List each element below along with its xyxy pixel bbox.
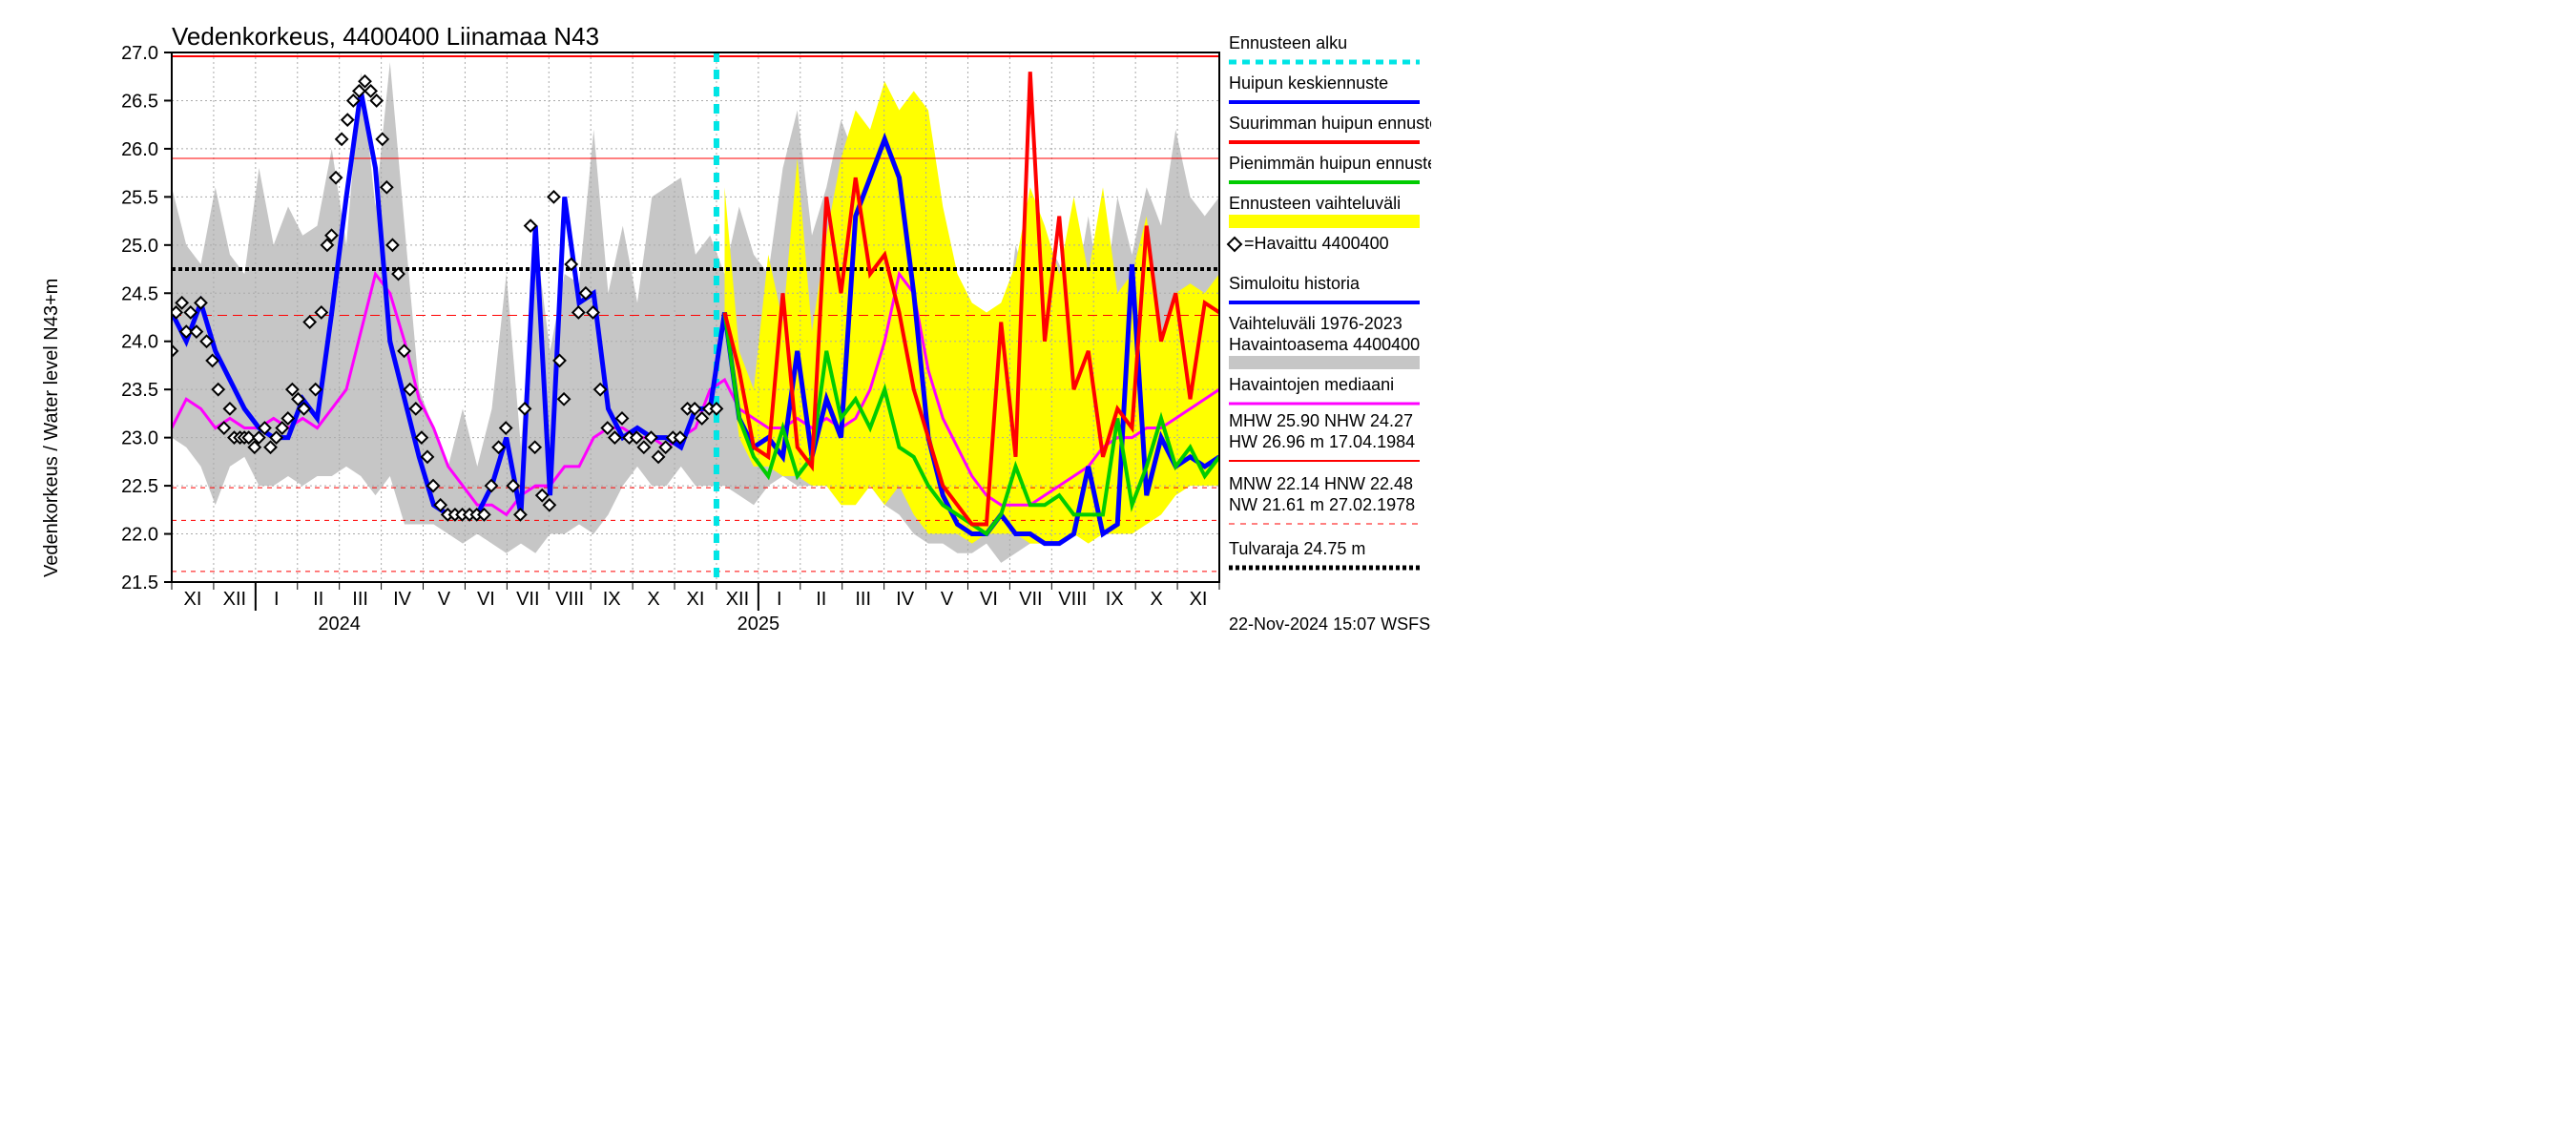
legend-label: Suurimman huipun ennuste <box>1229 114 1431 133</box>
legend-label: Pienimmän huipun ennuste <box>1229 154 1431 173</box>
legend-stats: MHW 25.90 NHW 24.27 <box>1229 411 1413 430</box>
x-month-label: VIII <box>555 589 584 610</box>
x-month-label: III <box>855 589 871 610</box>
y-tick-label: 24.0 <box>121 332 158 353</box>
y-tick-label: 22.0 <box>121 525 158 546</box>
y-tick-label: 23.5 <box>121 380 158 401</box>
legend-label: Vaihteluväli 1976-2023 <box>1229 314 1402 333</box>
legend-flood: Tulvaraja 24.75 m <box>1229 539 1365 558</box>
legend-stats: MNW 22.14 HNW 22.48 <box>1229 474 1413 493</box>
legend-label: Havaintoasema 4400400 <box>1229 335 1420 354</box>
y-tick-label: 27.0 <box>121 43 158 64</box>
x-month-label: IX <box>1106 589 1124 610</box>
hydrograph-chart: 21.5 22.0 22.5 23.0 23.5 24.0 24.5 25.0 25.5 26.0… <box>0 0 1431 668</box>
legend-label: Ennusteen vaihteluväli <box>1229 194 1401 213</box>
x-month-label: X <box>1150 589 1162 610</box>
x-month-label: VIII <box>1058 589 1087 610</box>
legend-label: Havaintojen mediaani <box>1229 375 1394 394</box>
x-month-label: II <box>313 589 323 610</box>
x-month-label: III <box>352 589 368 610</box>
footer-timestamp: 22-Nov-2024 15:07 WSFS-O <box>1229 614 1431 634</box>
legend: Ennusteen alku Huipun keskiennuste Suurimm… <box>1228 33 1431 568</box>
y-tick-label: 25.0 <box>121 236 158 257</box>
y-axis-label: Vedenkorkeus / Water level N43+m <box>41 279 62 577</box>
y-tick-label: 24.5 <box>121 283 158 304</box>
y-tick-label: 23.0 <box>121 428 158 449</box>
x-month-label: VII <box>516 589 539 610</box>
legend-stats: NW 21.61 m 27.02.1978 <box>1229 495 1415 514</box>
legend-stats: HW 26.96 m 17.04.1984 <box>1229 432 1415 451</box>
x-month-label: IX <box>603 589 621 610</box>
y-tick-label: 25.5 <box>121 187 158 208</box>
chart-container: 21.5 22.0 22.5 23.0 23.5 24.0 24.5 25.0 25.5 26.0… <box>0 0 1431 668</box>
x-month-label: IV <box>896 589 915 610</box>
y-tick-label: 22.5 <box>121 476 158 497</box>
x-month-label: I <box>777 589 782 610</box>
x-month-label: VI <box>477 589 495 610</box>
y-tick-label: 26.5 <box>121 91 158 112</box>
x-year-label: 2025 <box>737 614 780 635</box>
x-month-label: XI <box>184 589 202 610</box>
legend-label: Huipun keskiennuste <box>1229 73 1388 93</box>
x-month-label: VI <box>980 589 998 610</box>
x-month-label: VII <box>1019 589 1042 610</box>
chart-title: Vedenkorkeus, 4400400 Liinamaa N43 <box>172 22 599 51</box>
legend-swatch <box>1229 215 1420 228</box>
legend-label: Simuloitu historia <box>1229 274 1361 293</box>
x-month-label: XI <box>687 589 705 610</box>
legend-label: =Havaittu 4400400 <box>1244 234 1389 253</box>
x-month-label: II <box>816 589 826 610</box>
x-month-label: I <box>274 589 280 610</box>
legend-swatch <box>1229 356 1420 369</box>
x-month-label: V <box>941 589 954 610</box>
x-month-label: XII <box>726 589 749 610</box>
x-month-label: X <box>647 589 659 610</box>
x-month-label: V <box>438 589 451 610</box>
y-tick-label: 26.0 <box>121 139 158 160</box>
y-tick-label: 21.5 <box>121 572 158 593</box>
legend-label: Ennusteen alku <box>1229 33 1347 52</box>
x-month-label: XI <box>1190 589 1208 610</box>
x-month-label: IV <box>393 589 412 610</box>
x-year-label: 2024 <box>318 614 361 635</box>
x-month-label: XII <box>223 589 246 610</box>
